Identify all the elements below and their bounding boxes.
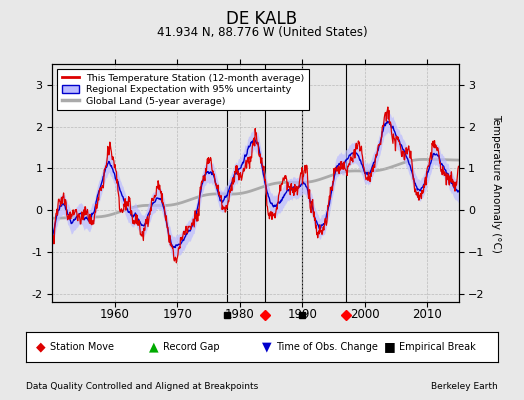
Text: ■: ■ bbox=[384, 340, 395, 354]
Text: Berkeley Earth: Berkeley Earth bbox=[431, 382, 498, 391]
Legend: This Temperature Station (12-month average), Regional Expectation with 95% uncer: This Temperature Station (12-month avera… bbox=[57, 69, 309, 110]
Text: 2000: 2000 bbox=[350, 308, 379, 321]
Text: Time of Obs. Change: Time of Obs. Change bbox=[276, 342, 378, 352]
Text: ▲: ▲ bbox=[149, 340, 158, 354]
Text: Record Gap: Record Gap bbox=[163, 342, 220, 352]
Text: 2010: 2010 bbox=[412, 308, 442, 321]
Text: Data Quality Controlled and Aligned at Breakpoints: Data Quality Controlled and Aligned at B… bbox=[26, 382, 258, 391]
Y-axis label: Temperature Anomaly (°C): Temperature Anomaly (°C) bbox=[492, 114, 501, 252]
Text: Empirical Break: Empirical Break bbox=[399, 342, 475, 352]
Text: 1960: 1960 bbox=[100, 308, 130, 321]
Text: 1980: 1980 bbox=[225, 308, 255, 321]
Text: 41.934 N, 88.776 W (United States): 41.934 N, 88.776 W (United States) bbox=[157, 26, 367, 39]
Text: Station Move: Station Move bbox=[50, 342, 114, 352]
Text: DE KALB: DE KALB bbox=[226, 10, 298, 28]
Text: 1970: 1970 bbox=[162, 308, 192, 321]
Text: ▼: ▼ bbox=[262, 340, 271, 354]
Text: 1990: 1990 bbox=[287, 308, 317, 321]
Text: ◆: ◆ bbox=[36, 340, 45, 354]
